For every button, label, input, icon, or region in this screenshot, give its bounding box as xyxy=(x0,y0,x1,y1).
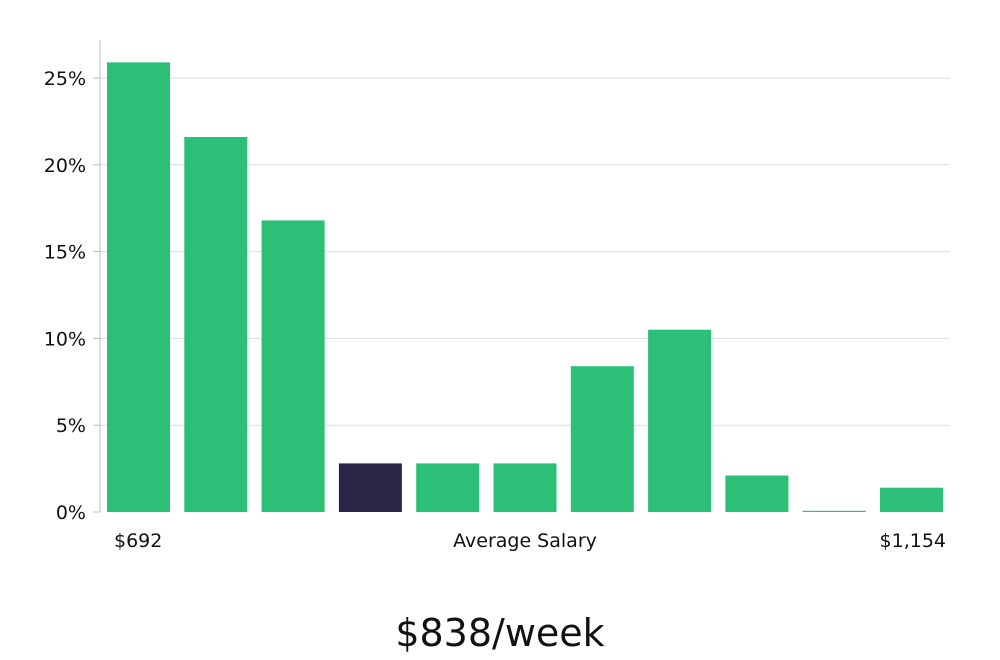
bar xyxy=(493,463,557,512)
bar xyxy=(184,137,248,512)
bar-highlighted xyxy=(338,463,402,512)
y-tick-label: 20% xyxy=(44,155,86,177)
x-min-label: $692 xyxy=(114,530,162,552)
average-salary-headline: $838/week xyxy=(395,611,605,655)
bar xyxy=(261,220,325,512)
y-tick-label: 10% xyxy=(44,328,86,350)
bar xyxy=(107,62,170,513)
bar xyxy=(570,366,634,512)
bar xyxy=(416,463,480,512)
x-max-label: $1,154 xyxy=(880,530,946,552)
x-axis-title: Average Salary xyxy=(453,530,597,552)
bar xyxy=(802,510,866,512)
y-tick-label: 0% xyxy=(56,502,86,524)
bar xyxy=(648,329,712,512)
bar xyxy=(880,487,943,512)
axis-labels: $692 Average Salary $1,154 xyxy=(114,530,946,552)
y-tick-label: 15% xyxy=(44,242,86,264)
axes: 0% 5% 10% 15% 20% 25% xyxy=(44,40,101,524)
y-tick-label: 5% xyxy=(56,415,86,437)
bar xyxy=(725,475,789,512)
bars xyxy=(107,62,943,513)
y-tick-label: 25% xyxy=(44,68,86,90)
salary-histogram: 0% 5% 10% 15% 20% 25% $692 Average Salary $1,… xyxy=(44,40,950,552)
